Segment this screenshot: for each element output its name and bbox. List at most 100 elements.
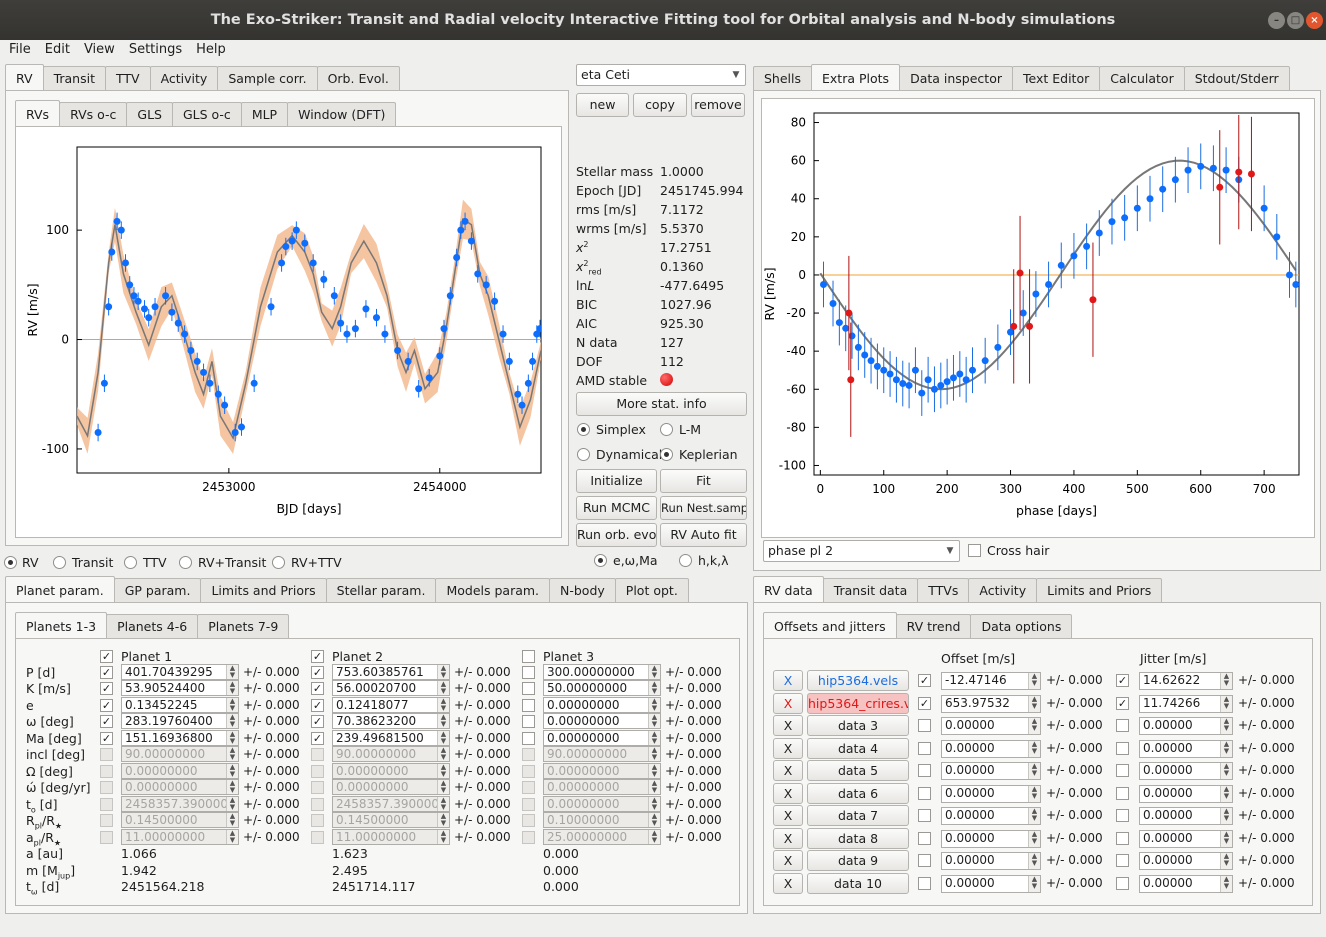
tab-ttv[interactable]: TTV [104,66,151,90]
param-fit-checkbox[interactable]: ✓ [311,699,324,712]
rv-time-series-chart[interactable]: 2453000 2454000 -100 0 100 BJD [days] RV [m/s] [16,127,561,537]
tab-plot-opt[interactable]: Plot opt. [614,578,689,602]
param-fit-checkbox[interactable] [522,831,535,844]
dataset-name-button[interactable]: data 9 [807,850,909,871]
session-select[interactable]: eta Ceti ▼ [576,64,746,86]
simplex-radio[interactable] [577,423,590,436]
tab-activity[interactable]: Activity [149,66,219,90]
spin-arrows-icon[interactable]: ▲ ▼ [1220,695,1232,712]
spin-arrows-icon[interactable]: ▲ ▼ [226,780,238,794]
spin-arrows-icon[interactable]: ▲ ▼ [437,813,449,827]
spin-arrows-icon[interactable]: ▲ ▼ [437,731,449,745]
jitter-fit-checkbox[interactable] [1116,831,1129,845]
mode-rv-ttv-radio[interactable] [272,556,285,569]
spin-arrows-icon[interactable]: ▲ ▼ [1028,763,1040,779]
extra-plot-select[interactable]: phase pl 2 ▼ [763,540,960,562]
jitter-spinbox[interactable]: 0.00000 ▲ ▼ [1139,784,1233,803]
param-fit-checkbox[interactable] [522,798,535,811]
jitter-spinbox[interactable]: 0.00000 ▲ ▼ [1139,739,1233,758]
dataset-name-button[interactable]: data 10 [807,872,909,894]
tab-offsets-jitters[interactable]: Offsets and jitters [763,612,897,638]
spin-arrows-icon[interactable]: ▲ ▼ [648,681,660,695]
jitter-fit-checkbox[interactable] [1116,786,1129,800]
offset-fit-checkbox[interactable]: ✓ [918,674,931,687]
spin-arrows-icon[interactable]: ▲ ▼ [1028,718,1040,734]
remove-session-button[interactable]: remove [691,93,745,117]
jitter-spinbox[interactable]: 0.00000 ▲ ▼ [1139,762,1233,780]
param-spinbox[interactable]: 753.60385761 ▲ ▼ [332,664,450,680]
dataset-name-button[interactable]: data 4 [807,737,909,759]
spin-arrows-icon[interactable]: ▲ ▼ [226,747,238,761]
spin-arrows-icon[interactable]: ▲ ▼ [648,797,660,811]
offset-spinbox[interactable]: 653.97532 ▲ ▼ [941,694,1041,713]
more-stat-button[interactable]: More stat. info [576,392,747,416]
param-fit-checkbox[interactable] [100,814,113,827]
spin-arrows-icon[interactable]: ▲ ▼ [226,698,238,712]
param-fit-checkbox[interactable]: ✓ [100,699,113,712]
param-fit-checkbox[interactable] [522,666,535,679]
menu-edit[interactable]: Edit [44,42,70,57]
spin-arrows-icon[interactable]: ▲ ▼ [1028,673,1040,689]
param-fit-checkbox[interactable]: ✓ [311,715,324,728]
param-fit-checkbox[interactable]: ✓ [311,732,324,745]
jitter-fit-checkbox[interactable] [1116,809,1129,822]
param-spinbox[interactable]: 0.00000000 ▲ ▼ [332,779,450,795]
offset-fit-checkbox[interactable] [918,786,931,800]
tab-rv[interactable]: RV [5,64,44,90]
run-nest-samp-button[interactable]: Run Nest.samp. [660,496,747,520]
param-spinbox[interactable]: 11.00000000 ▲ ▼ [121,829,239,845]
minimize-icon[interactable]: – [1268,12,1285,29]
dataset-name-button[interactable]: data 8 [807,827,909,849]
spin-arrows-icon[interactable]: ▲ ▼ [648,813,660,827]
tab-data-limits-priors[interactable]: Limits and Priors [1036,578,1163,602]
mode-transit-radio[interactable] [53,556,66,569]
tab-planet-param[interactable]: Planet param. [5,576,115,602]
jitter-fit-checkbox[interactable] [1116,741,1129,755]
phase-folded-chart[interactable]: 0 100 200 300 400 500 600 700 -100 -80 -60 -40 -20 0 2… [762,99,1314,537]
param-fit-checkbox[interactable] [522,814,535,827]
param-spinbox[interactable]: 0.12418077 ▲ ▼ [332,697,450,713]
param-fit-checkbox[interactable] [311,781,324,794]
spin-arrows-icon[interactable]: ▲ ▼ [648,830,660,844]
tab-mlp[interactable]: MLP [240,102,289,126]
hkl-radio[interactable] [679,554,692,567]
jitter-spinbox[interactable]: 0.00000 ▲ ▼ [1139,807,1233,825]
offset-spinbox[interactable]: 0.00000 ▲ ▼ [941,852,1041,870]
spin-arrows-icon[interactable]: ▲ ▼ [648,714,660,728]
tab-planets-7-9[interactable]: Planets 7-9 [197,614,290,638]
param-spinbox[interactable]: 0.00000000 ▲ ▼ [543,730,661,746]
offset-fit-checkbox[interactable] [918,719,931,732]
param-spinbox[interactable]: 11.00000000 ▲ ▼ [332,829,450,845]
jitter-spinbox[interactable]: 0.00000 ▲ ▼ [1139,874,1233,893]
spin-arrows-icon[interactable]: ▲ ▼ [226,681,238,695]
param-spinbox[interactable]: 25.00000000 ▲ ▼ [543,829,661,845]
spin-arrows-icon[interactable]: ▲ ▼ [648,764,660,778]
tab-rv-data[interactable]: RV data [753,576,824,602]
param-fit-checkbox[interactable] [522,699,535,712]
spin-arrows-icon[interactable]: ▲ ▼ [648,780,660,794]
param-spinbox[interactable]: 0.00000000 ▲ ▼ [543,763,661,779]
param-spinbox[interactable]: 239.49681500 ▲ ▼ [332,730,450,746]
offset-fit-checkbox[interactable] [918,854,931,867]
jitter-fit-checkbox[interactable] [1116,854,1129,867]
remove-dataset-button[interactable]: X [773,760,803,781]
offset-spinbox[interactable]: 0.00000 ▲ ▼ [941,807,1041,825]
offset-fit-checkbox[interactable] [918,876,931,890]
jitter-fit-checkbox[interactable] [1116,764,1129,777]
menu-view[interactable]: View [83,42,115,57]
run-mcmc-button[interactable]: Run MCMC [576,496,657,520]
spin-arrows-icon[interactable]: ▲ ▼ [437,698,449,712]
new-session-button[interactable]: new [576,93,629,117]
tab-rvs[interactable]: RVs [15,100,61,126]
jitter-spinbox[interactable]: 14.62622 ▲ ▼ [1139,672,1233,690]
param-spinbox[interactable]: 0.14500000 ▲ ▼ [332,812,450,828]
param-spinbox[interactable]: 56.00020700 ▲ ▼ [332,680,450,696]
tab-stellar-param[interactable]: Stellar param. [325,578,437,602]
dataset-name-button[interactable]: data 7 [807,805,909,826]
spin-arrows-icon[interactable]: ▲ ▼ [226,764,238,778]
tab-gls-oc[interactable]: GLS o-c [171,102,242,126]
offset-spinbox[interactable]: 0.00000 ▲ ▼ [941,739,1041,758]
tab-ttvs[interactable]: TTVs [917,578,970,602]
spin-arrows-icon[interactable]: ▲ ▼ [1220,875,1232,892]
jitter-spinbox[interactable]: 0.00000 ▲ ▼ [1139,852,1233,870]
